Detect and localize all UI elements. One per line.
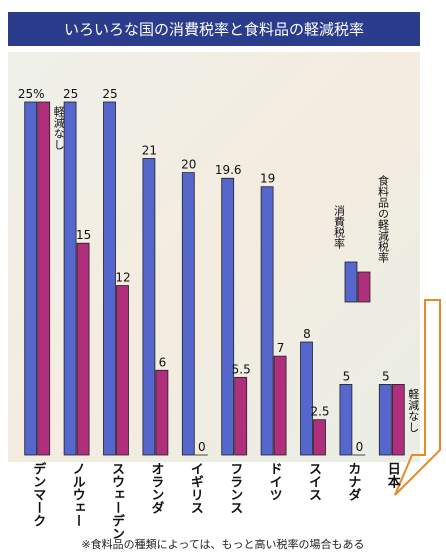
x-tick-label: スイス [306,462,322,501]
x-tick-label: スウェーデン [109,462,124,540]
bar [300,341,313,456]
value-label: 12 [115,271,130,285]
bar [234,376,248,456]
value-label: 5.5 [232,362,251,376]
no-reduction-note: 軽減なし [407,388,420,432]
value-label: 0 [198,440,206,454]
value-label: 19.6 [215,163,242,177]
x-tick-label: オランダ [148,462,164,514]
x-tick-label: フランス [227,462,242,514]
value-label: 25 [63,87,78,101]
x-tick-label: イギリス [188,462,204,514]
value-label: 19 [260,172,275,186]
bar [313,419,326,456]
speech-bubble [394,299,441,496]
value-label: 2.5 [310,405,329,419]
value-label: 5 [343,369,351,383]
bar [378,383,392,456]
value-label: 6 [159,355,167,369]
bar [63,101,77,456]
title-bar [8,12,420,46]
legend-label: 食料品の軽減税率 [377,174,390,264]
value-label: 7 [277,341,285,355]
x-tick-label: ドイツ [267,462,283,501]
bar [221,177,235,456]
value-label: 25% [18,87,45,101]
value-label: 8 [303,327,311,341]
bar [116,285,129,456]
bar [260,186,274,456]
legend-label: 消費税率 [333,204,346,250]
bar [273,355,287,456]
legend-swatch [344,261,358,303]
x-tick-label: カナダ [345,462,361,501]
legend-swatch [357,271,371,303]
bar [142,158,156,456]
value-label: 15 [76,228,91,242]
x-tick-label: デンマーク [30,461,46,527]
no-reduction-note: 軽減なし [52,106,65,150]
value-label: 20 [181,158,196,172]
bar [181,172,195,456]
bar [391,383,405,456]
footnote: ※食料品の種類によっては、もっと高い税率の場合もある [81,537,364,551]
x-tick-label: ノルウェー [70,462,86,527]
value-label: 21 [142,143,157,157]
chart-title: いろいろな国の消費税率と食料品の軽減税率 [64,21,364,39]
x-tick-label: 日本 [385,462,401,489]
bar [155,369,169,456]
bar [76,242,90,456]
value-label: 5 [382,369,390,383]
bar [24,101,38,456]
value-label: 25 [102,87,117,101]
bar [339,383,353,456]
value-label: 0 [356,440,364,454]
bar [37,101,51,456]
bar [103,101,116,456]
